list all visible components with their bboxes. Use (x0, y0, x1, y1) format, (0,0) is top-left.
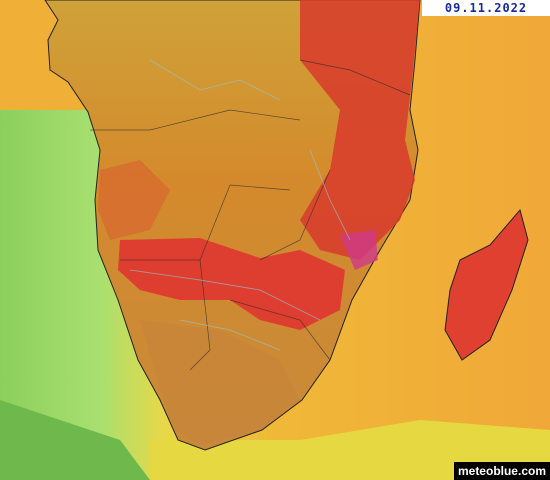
date-label: 09.11.2022 (422, 0, 550, 16)
temperate-zone (140, 320, 300, 445)
borders (90, 59, 411, 371)
heat-zone (300, 0, 420, 260)
yellow-sea (150, 420, 550, 480)
hot-spot (340, 230, 378, 270)
warm-zone (98, 160, 170, 240)
cool-sea (0, 400, 150, 480)
madagascar (444, 208, 529, 361)
credit-label: meteoblue.com (453, 462, 550, 480)
africa-landmass (44, 0, 421, 451)
rivers (129, 59, 351, 351)
heat-zone (118, 238, 345, 330)
